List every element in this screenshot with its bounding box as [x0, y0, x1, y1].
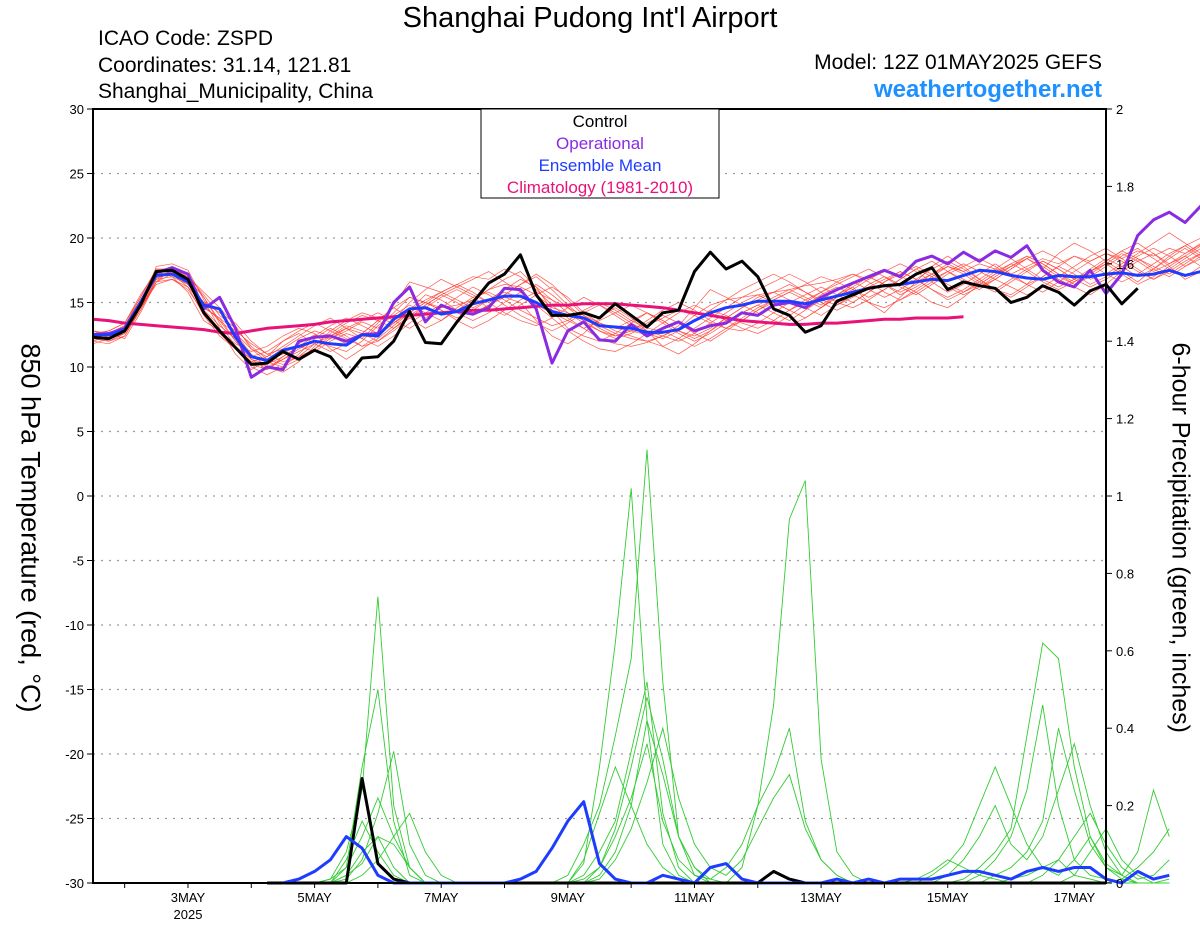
temp-member-line: [92, 250, 1200, 358]
ensemble-mean-temp-line: [93, 268, 1200, 362]
x-tick-label: 11MAY: [674, 890, 715, 905]
temp-member-line: [92, 255, 1200, 365]
legend-control: Control: [573, 112, 628, 131]
x-tick-label: 9MAY: [551, 890, 586, 905]
y-tick-label-right: 2: [1116, 102, 1123, 117]
y-tick-label-right: 0: [1116, 876, 1123, 891]
y-tick-label-left: 15: [70, 296, 84, 311]
y-tick-label-right: 0.4: [1116, 721, 1134, 736]
axis-ticks: 302520151050-5-10-15-20-25-3021.81.61.41…: [65, 102, 1134, 922]
precip-member-line: [267, 728, 1170, 884]
x-tick-year: 2025: [174, 907, 203, 922]
precip-member-line: [267, 596, 1170, 884]
y-tick-label-right: 0.8: [1116, 566, 1134, 581]
temp-member-line: [92, 245, 1200, 360]
y-tick-label-left: -15: [65, 683, 84, 698]
main-series: [92, 204, 1200, 885]
y-tick-label-right: 1.6: [1116, 257, 1134, 272]
legend: Control Operational Ensemble Mean Climat…: [480, 108, 720, 199]
y-tick-label-left: -30: [65, 876, 84, 891]
x-tick-label: 5MAY: [297, 890, 332, 905]
y-tick-label-right: 1: [1116, 489, 1123, 504]
temp-member-line: [92, 247, 1200, 355]
precip-member-line: [267, 726, 1170, 884]
y-tick-label-right: 1.4: [1116, 334, 1134, 349]
precip-member-line: [267, 720, 1170, 884]
y-tick-label-right: 1.2: [1116, 412, 1134, 427]
y-tick-label-left: 20: [70, 231, 84, 246]
y-tick-label-left: 30: [70, 102, 84, 117]
y-tick-label-left: 25: [70, 167, 84, 182]
legend-box: [480, 108, 720, 199]
x-tick-label: 13MAY: [800, 890, 842, 905]
y-tick-label-left: 5: [77, 425, 84, 440]
x-tick-label: 7MAY: [424, 890, 459, 905]
temp-member-line: [92, 247, 1200, 370]
y-tick-label-left: 0: [77, 489, 84, 504]
x-tick-label: 17MAY: [1054, 890, 1096, 905]
coordinates: Coordinates: 31.14, 121.81: [98, 54, 352, 77]
y-tick-label-right: 0.6: [1116, 644, 1134, 659]
region: Shanghai_Municipality, China: [98, 80, 374, 103]
y-tick-label-left: -20: [65, 747, 84, 762]
legend-operational: Operational: [556, 134, 644, 153]
precip-member-line: [267, 480, 1170, 884]
y-tick-label-left: 10: [70, 360, 84, 375]
temp-member-line: [92, 238, 1200, 371]
control-temp-line: [92, 250, 1139, 379]
icao-code: ICAO Code: ZSPD: [98, 27, 274, 50]
site-link[interactable]: weathertogether.net: [873, 76, 1102, 103]
y-tick-label-left: -5: [72, 554, 84, 569]
y-tick-label-right: 1.8: [1116, 179, 1134, 194]
y-tick-label-left: -10: [65, 618, 84, 633]
x-tick-label: 3MAY: [171, 890, 206, 905]
gridlines: [93, 172, 1106, 820]
chart-title: Shanghai Pudong Int'l Airport: [402, 2, 778, 34]
y-tick-label-right: 0.2: [1116, 799, 1134, 814]
operational-temp-line: [92, 204, 1200, 379]
x-tick-label: 15MAY: [927, 890, 969, 905]
y-tick-label-left: -25: [65, 812, 84, 827]
model-run: Model: 12Z 01MAY2025 GEFS: [814, 51, 1102, 74]
legend-ensemble-mean: Ensemble Mean: [539, 156, 662, 175]
legend-climatology: Climatology (1981-2010): [507, 178, 693, 197]
